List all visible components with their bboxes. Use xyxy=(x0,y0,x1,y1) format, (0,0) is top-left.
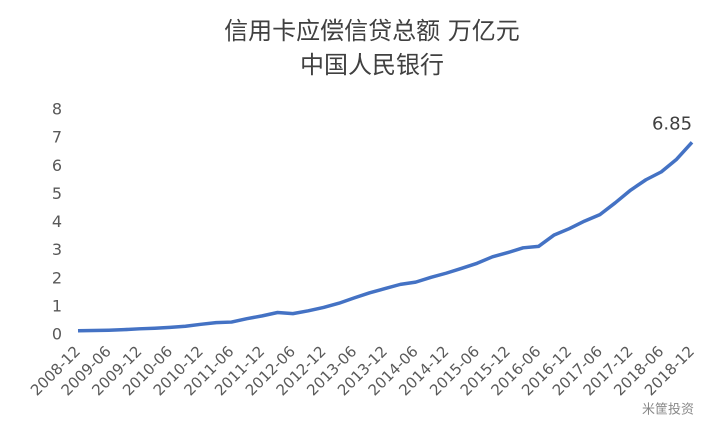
watermark: 米筐投资 xyxy=(642,402,694,418)
y-tick-label: 3 xyxy=(52,240,62,259)
data-line xyxy=(77,141,694,333)
y-tick-label: 8 xyxy=(52,100,62,119)
y-tick-label: 5 xyxy=(52,184,62,203)
chart-subtitle: 中国人民银行 xyxy=(300,51,444,79)
y-tick-label: 6 xyxy=(52,156,62,175)
chart-title: 信用卡应偿信贷总额 万亿元 xyxy=(224,17,520,45)
y-tick-label: 1 xyxy=(52,296,62,315)
y-tick-label: 4 xyxy=(52,212,62,231)
y-tick-label: 2 xyxy=(52,268,62,287)
y-tick-label: 0 xyxy=(52,325,62,344)
y-tick-label: 7 xyxy=(52,128,62,147)
value-annotation: 6.85 xyxy=(652,113,692,134)
